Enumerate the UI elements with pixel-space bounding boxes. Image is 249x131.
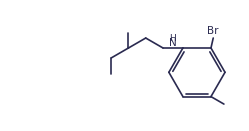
Text: N: N	[169, 37, 177, 48]
Text: Br: Br	[207, 26, 219, 36]
Text: H: H	[170, 34, 176, 43]
